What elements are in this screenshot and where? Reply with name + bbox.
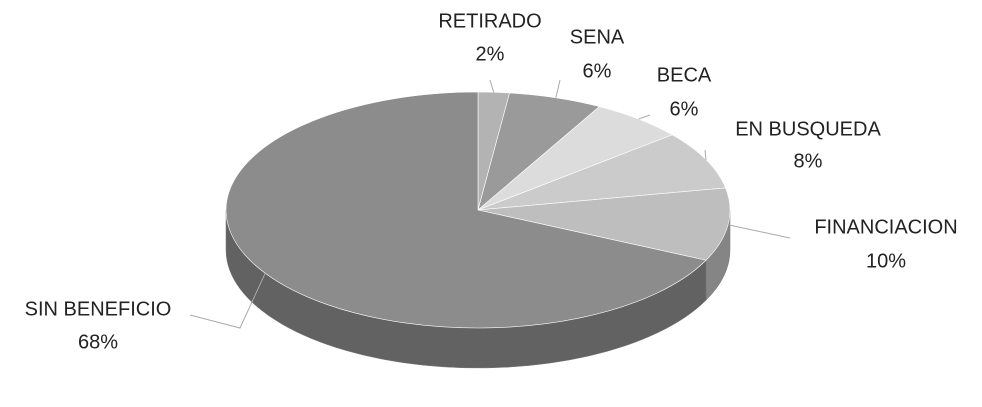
category-label: RETIRADO: [438, 10, 541, 32]
leader-line: [555, 79, 561, 98]
value-label: 68%: [78, 331, 118, 353]
value-label: 8%: [794, 150, 823, 172]
category-label: EN BUSQUEDA: [735, 118, 881, 140]
leader-line: [638, 114, 651, 120]
leader-line: [489, 79, 495, 93]
leader-line: [727, 224, 791, 239]
value-label: 2%: [476, 43, 505, 65]
category-label: FINANCIACION: [814, 216, 957, 238]
category-label: SENA: [570, 26, 625, 48]
value-label: 10%: [866, 250, 906, 272]
category-label: BECA: [657, 64, 712, 86]
leader-line: [704, 149, 707, 160]
value-label: 6%: [583, 60, 612, 82]
category-label: SIN BENEFICIO: [25, 298, 172, 320]
value-label: 6%: [670, 98, 699, 120]
leader-line: [189, 273, 266, 329]
slice: [477, 187, 731, 261]
